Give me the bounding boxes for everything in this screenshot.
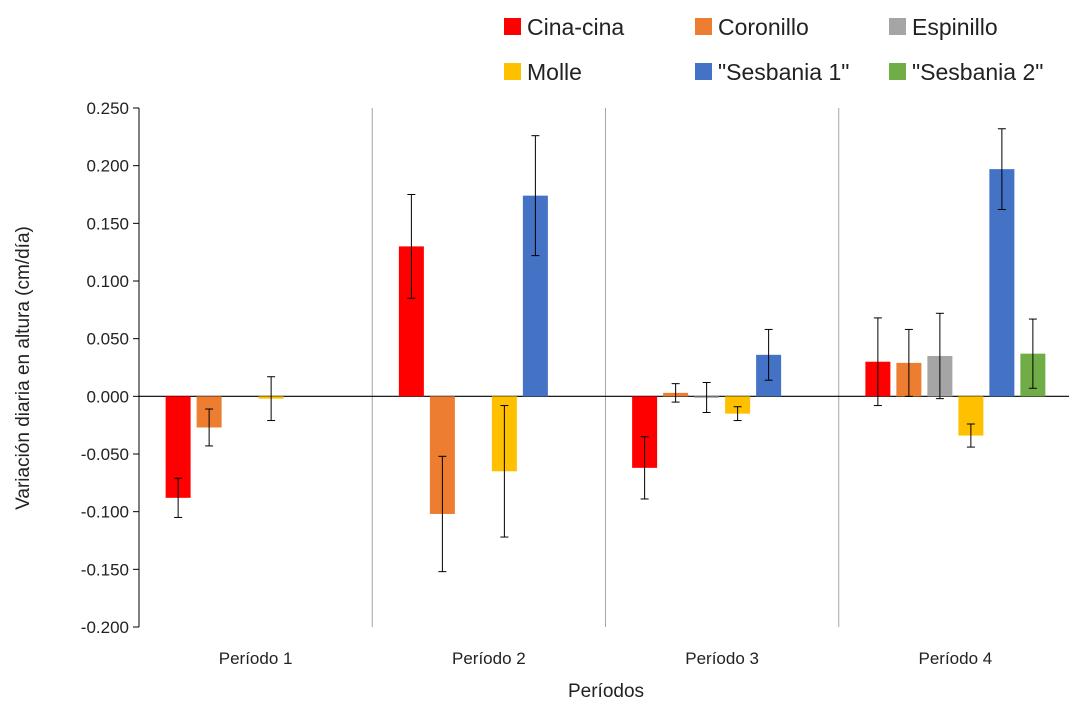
- series-0: [165, 194, 891, 518]
- series-2: [694, 312, 953, 413]
- legend-label: "Sesbania 2": [912, 59, 1043, 85]
- legend-item: Molle: [504, 59, 582, 85]
- x-tick-label: Período 2: [452, 649, 526, 668]
- y-tick-label: 0.000: [86, 387, 129, 406]
- legend-item: "Sesbania 1": [695, 59, 849, 85]
- legend-swatch: [504, 63, 521, 80]
- y-tick-label: 0.050: [86, 330, 129, 349]
- legend: Cina-cina Coronillo Espinillo Molle "Sesbani…: [504, 14, 1043, 85]
- legend-item: Espinillo: [889, 14, 998, 40]
- y-axis-ticks: 0.250 0.200 0.150 0.100 0.050 0.000 -0.050 -0.1…: [81, 99, 139, 637]
- y-tick-label: 0.100: [86, 272, 129, 291]
- legend-item: Coronillo: [695, 14, 809, 40]
- y-tick-label: -0.150: [81, 560, 129, 579]
- legend-label: Coronillo: [718, 14, 809, 40]
- legend-swatch: [695, 63, 712, 80]
- plot-area: [138, 108, 1069, 627]
- x-tick-label: Período 4: [919, 649, 993, 668]
- legend-swatch: [695, 18, 712, 35]
- y-tick-label: 0.200: [86, 157, 129, 176]
- legend-swatch: [889, 18, 906, 35]
- legend-label: Espinillo: [912, 14, 998, 40]
- y-tick-label: 0.150: [86, 214, 129, 233]
- y-tick-label: -0.100: [81, 503, 129, 522]
- series-1: [196, 328, 922, 573]
- series-3: [258, 376, 984, 538]
- series-5: [1020, 318, 1046, 397]
- legend-item: Cina-cina: [504, 14, 624, 40]
- y-tick-label: -0.050: [81, 445, 129, 464]
- y-tick-label: -0.200: [81, 618, 129, 637]
- x-axis-title: Períodos: [568, 681, 644, 702]
- legend-label: "Sesbania 1": [718, 59, 849, 85]
- y-tick-label: 0.250: [86, 99, 129, 118]
- series-4: [522, 128, 1015, 397]
- x-tick-label: Período 1: [219, 649, 293, 668]
- x-axis-ticks: Período 1 Período 2 Período 3 Período 4: [219, 649, 992, 668]
- legend-item: "Sesbania 2": [889, 59, 1043, 85]
- y-axis-title: Variación diaria en altura (cm/día): [13, 226, 34, 510]
- legend-swatch: [504, 18, 521, 35]
- legend-label: Molle: [527, 59, 582, 85]
- bar: [725, 396, 751, 414]
- legend-label: Cina-cina: [527, 14, 624, 40]
- x-tick-label: Período 3: [685, 649, 759, 668]
- legend-swatch: [889, 63, 906, 80]
